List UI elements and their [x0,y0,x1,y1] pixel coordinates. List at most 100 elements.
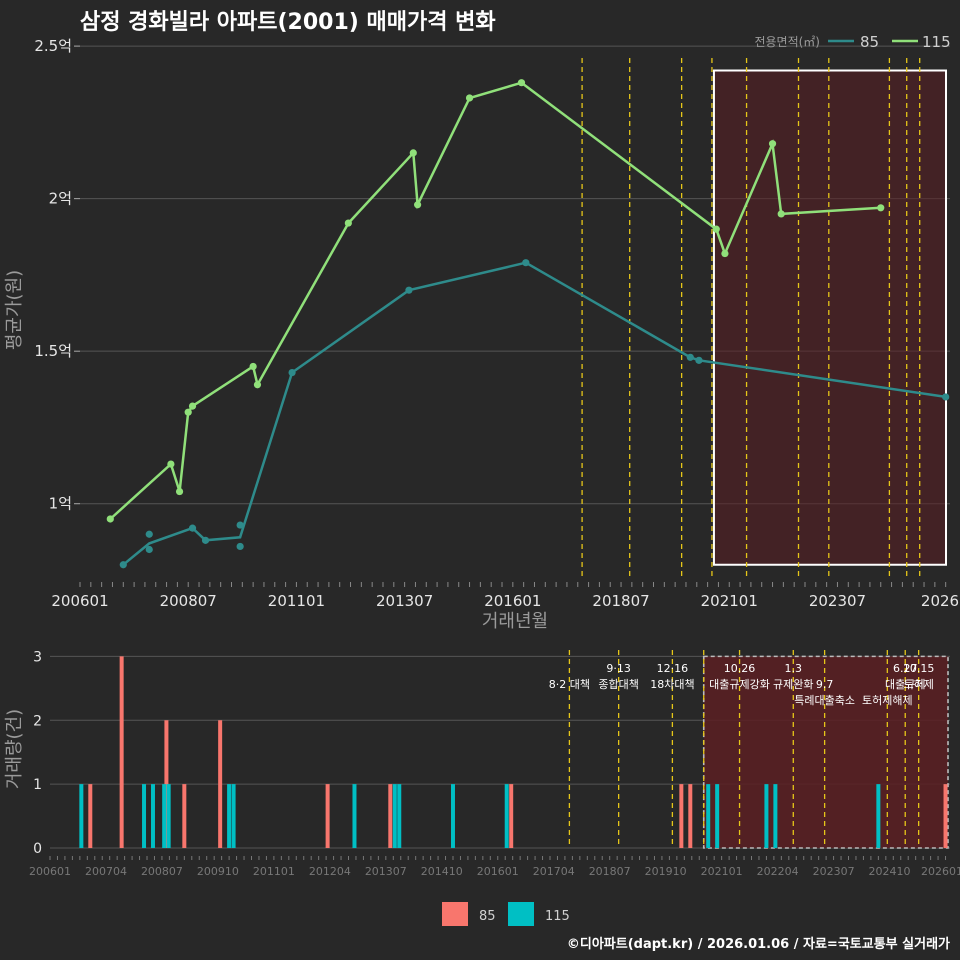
x-tick-label: 201307 [376,592,433,610]
bar-115 [397,784,402,848]
data-point-85 [236,521,244,529]
x-tick-label: 201601 [477,865,519,878]
y-tick-label: 3 [33,649,42,665]
bar-115 [166,784,171,848]
x-tick-label: 202601 [921,865,960,878]
bar-85 [164,720,169,848]
legend-label-85: 85 [479,909,496,924]
y-tick-label: 1.5억 [34,342,72,360]
x-axis-title: 거래년월 [482,611,548,632]
data-point-85 [201,536,210,544]
policy-annotation: 특례대출축소 [794,694,855,707]
data-point-115 [721,249,729,258]
data-point-115 [414,201,422,209]
highlight-box [712,69,948,566]
bar-115 [79,784,84,848]
x-tick-label: 200807 [160,592,217,610]
data-point-115 [106,515,114,523]
bar-85 [509,784,514,848]
y-tick-label: 2.5억 [34,37,72,55]
data-point-115 [184,408,192,416]
bar-115 [504,784,509,848]
data-point-85 [119,561,127,569]
x-tick-label: 202101 [701,592,758,610]
policy-annotation: 토허제해제 [862,693,913,707]
y-axis-title: 평균가(원) [4,270,25,350]
data-point-115 [517,79,526,87]
data-point-115 [344,219,352,227]
y-tick-label: 2억 [49,190,72,208]
policy-annotation: 10.26 [724,662,756,675]
data-point-115 [777,210,785,218]
data-point-115 [768,140,777,148]
data-point-85 [942,393,950,401]
legend-label-115: 115 [545,909,570,924]
source-credit: ©디아파트(dapt.kr) / 2026.01.06 / 자료=국토교통부 실… [566,937,950,952]
x-tick-label: 201410 [421,865,463,878]
bar-115 [162,784,167,848]
bar-85 [325,784,330,848]
bar-85 [88,784,93,848]
policy-annotation: 종합대책 [598,678,638,691]
x-tick-label: 202307 [813,865,855,878]
policy-annotation: 18차대책 [650,678,694,691]
data-point-85 [188,524,197,532]
legend-swatch-85 [442,902,468,926]
bar-85 [943,784,948,848]
x-tick-label: 2026 [921,592,959,610]
bar-115 [773,784,778,848]
policy-annotation: 토허제 [903,678,933,691]
x-tick-label: 201704 [533,865,575,878]
data-point-85 [686,353,694,361]
data-point-115 [409,149,417,157]
bar-115 [392,784,397,848]
x-tick-label: 200910 [197,865,239,878]
bar-85 [679,784,684,848]
data-point-85 [522,259,530,267]
data-point-115 [465,94,474,102]
data-point-85 [288,368,296,377]
bar-115 [352,784,357,848]
x-tick-label: 202307 [809,592,866,610]
x-tick-label: 200704 [85,865,127,878]
policy-annotation: 10.15 [903,662,935,675]
x-tick-label: 200601 [29,865,71,878]
x-tick-label: 201807 [589,865,631,878]
x-tick-label: 201204 [309,865,351,878]
data-point-115 [712,225,720,233]
policy-annotation: 8·2 대책 [549,678,590,691]
volume-bar-chart: 0 1 2 3 8·2 대책 9·13 종합대책 12·16 18차대책 10.26 대출규제강화 1… [4,649,960,878]
x-tick-label: 200601 [51,592,108,610]
bar-85 [182,784,187,848]
bar-85 [388,784,393,848]
bar-115 [764,784,769,848]
bar-85 [688,784,693,848]
x-tick-label: 202204 [757,865,799,878]
x-tick-label: 201601 [484,592,541,610]
x-tick-label: 201101 [268,592,325,610]
x-tick-label: 201910 [645,865,687,878]
policy-annotation: 대출규제 [885,678,925,691]
bar-115 [706,784,711,848]
legends: 전용면적(㎡) 85 115 85 115 [442,33,951,926]
bar-115 [715,784,720,848]
y-axis-title: 거래량(건) [4,709,25,789]
policy-annotation: 6.27 [893,662,918,675]
x-tick-label: 201101 [253,865,295,878]
policy-annotation: 9·13 [606,662,631,675]
data-point-115 [253,381,262,389]
data-point-85 [405,286,413,294]
data-point-85 [236,542,244,551]
highlight-box [702,655,949,849]
policy-annotation: 12·16 [657,662,689,675]
data-point-115 [175,487,184,496]
bar-115 [227,784,232,848]
policy-annotation: 1.3 [785,662,803,675]
y-tick-label: 1 [33,777,42,793]
chart-title: 삼정 경화빌라 아파트(2001) 매매가격 변화 [80,10,496,35]
x-tick-label: 201807 [592,592,649,610]
x-tick-label: 201307 [365,865,407,878]
data-point-115 [249,362,257,371]
data-point-85 [695,356,703,364]
